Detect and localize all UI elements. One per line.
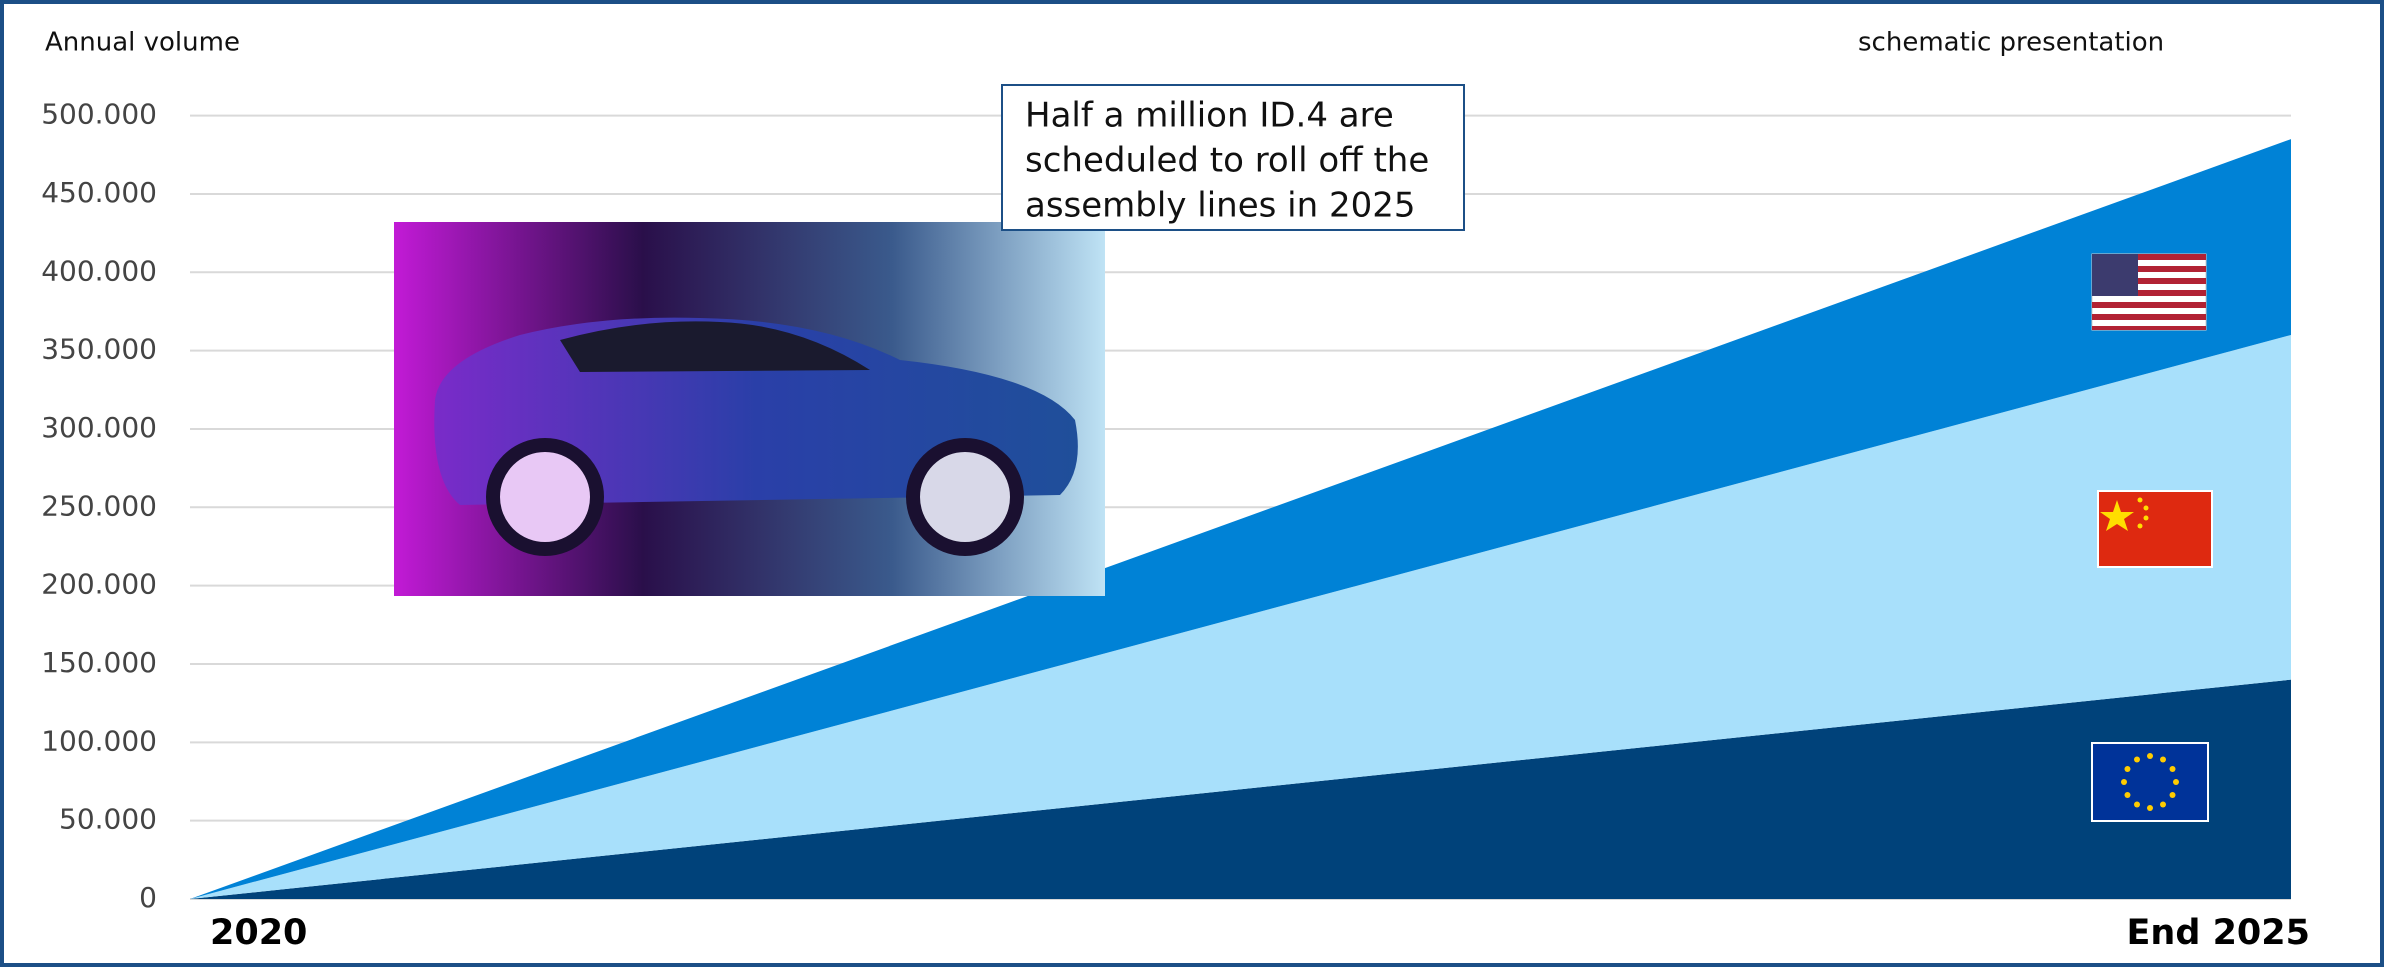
car-window [560,321,870,372]
callout-box [1001,84,1465,231]
area [190,334,2291,899]
y-tick-label: 250.000 [41,489,157,522]
eu-star [2160,756,2166,763]
y-tick-label: 50.000 [59,803,157,836]
x-tick-label: End 2025 [2127,913,2310,953]
eu-star [2134,801,2140,808]
eu-star [2169,792,2176,798]
flag-eu [2091,742,2209,822]
star [2100,500,2134,531]
eu-star [2169,766,2176,772]
flag-china [2097,490,2213,568]
callout: Half a million ID.4 are scheduled to roll… [1001,84,1465,231]
area [190,679,2291,899]
subtitle: schematic presentation [1858,28,2164,58]
y-tick-label: 300.000 [41,411,157,444]
eu-star [2147,753,2153,759]
y-axis-label: Annual volume [45,28,240,58]
canton [2092,254,2138,296]
annotation-line: scheduled to roll off the [1025,141,1429,181]
flag-bg [2097,490,2213,568]
eu-star [2160,801,2166,808]
eu-star [2124,792,2131,798]
y-tick-label: 450.000 [41,176,157,209]
flag-usa [2091,253,2207,331]
annotation-line: Half a million ID.4 are [1025,96,1394,136]
eu-star [2173,779,2179,785]
wheel [486,438,604,556]
wheel [906,438,1024,556]
y-tick-label: 100.000 [41,724,157,757]
x-tick-label: 2020 [210,913,307,953]
y-tick-label: 500.000 [41,98,157,131]
y-tick-label: 350.000 [41,333,157,366]
y-tick-label: 400.000 [41,254,157,287]
car-image [394,222,1105,596]
area [190,139,2291,900]
eu-star [2121,779,2127,785]
y-tick-label: 150.000 [41,646,157,679]
eu-star [2147,805,2153,811]
areas [190,139,2291,900]
annotation-line: assembly lines in 2025 [1025,186,1415,226]
eu-star [2134,756,2140,763]
y-tick-label: 200.000 [41,568,157,601]
eu-star [2124,766,2131,772]
y-tick-label: 0 [139,881,157,914]
